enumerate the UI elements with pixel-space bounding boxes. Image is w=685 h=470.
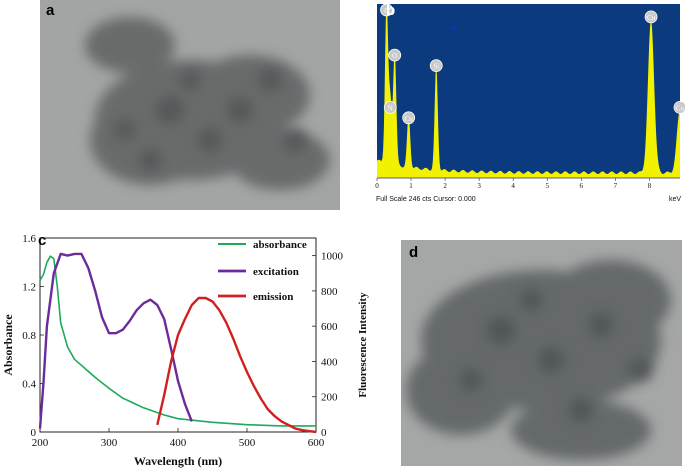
- eds-x-tick-label: 1: [409, 182, 413, 190]
- eds-peak-marker: [388, 48, 402, 62]
- x-axis-label: Wavelength (nm): [134, 454, 222, 468]
- tem-image-a: a: [40, 0, 340, 210]
- eds-peak-marker: [644, 10, 658, 24]
- series-line-emission: [156, 296, 317, 434]
- legend-label-absorbance: absorbance: [253, 239, 307, 251]
- panel-label-c: c: [38, 232, 47, 249]
- legend-label-emission: emission: [253, 291, 293, 303]
- legend-label-excitation: excitation: [253, 266, 299, 278]
- eds-peak-marker: [402, 111, 416, 125]
- cursor-icon: [451, 23, 459, 30]
- y2-axis-label: Fluorescence Intensity: [357, 292, 369, 398]
- y-tick-label: 0.8: [22, 330, 36, 342]
- eds-spectrum-chart: C N O Cu Si Cu Cu 0 1 2 3 4 5 6 7 8: [375, 3, 685, 190]
- panel-label-d: d: [409, 244, 419, 261]
- tem-image-d: d: [401, 240, 682, 466]
- eds-x-tick-label: 5: [545, 182, 549, 190]
- eds-peak-label: C: [384, 7, 389, 15]
- eds-peak-marker: [673, 100, 685, 114]
- eds-x-tick-label: 8: [648, 182, 652, 190]
- eds-footer: Full Scale 246 cts Cursor: 0.000: [376, 196, 476, 203]
- eds-x-unit: keV: [668, 196, 681, 203]
- y-tick-label: 0: [31, 427, 37, 439]
- series-line-absorbance: [39, 255, 316, 427]
- eds-peak-marker: [429, 59, 443, 72]
- panel-label-b: b: [386, 2, 396, 19]
- x-tick-label: 600: [308, 437, 325, 449]
- eds-x-tick-label: 7: [614, 182, 618, 190]
- eds-x-tick-label: 6: [580, 182, 584, 190]
- x-tick-label: 200: [32, 437, 49, 449]
- eds-peak-marker: [380, 3, 393, 17]
- x-tick-label: 500: [239, 437, 256, 449]
- y-tick-label: 1.6: [22, 233, 36, 245]
- y-tick-label: 0.4: [22, 379, 36, 391]
- eds-x-tick-label: 3: [477, 182, 481, 190]
- y-axis-label: Absorbance: [1, 314, 15, 376]
- spectra-panel-c: 0 0.4 0.8 1.2 1.6 0 200 400 600 800 1000 200 300 400 5…: [0, 230, 372, 470]
- eds-peak-marker: [383, 100, 397, 114]
- eds-peak-label: Si: [433, 63, 439, 71]
- tem-texture-d: [401, 240, 682, 466]
- tem-texture-a: [40, 0, 340, 210]
- eds-peak-label: O: [392, 52, 397, 60]
- eds-spectrum-fill: [377, 7, 680, 179]
- eds-panel-b: C N O Cu Si Cu Cu 0 1 2 3 4 5 6 7 8 b Full Scale 246 ct…: [372, 0, 685, 212]
- panel-label-a: a: [46, 2, 55, 19]
- y2-tick-label: 600: [321, 321, 338, 333]
- y2-tick-label: 0: [321, 427, 327, 439]
- x-tick-label: 400: [170, 437, 187, 449]
- y2-tick-label: 400: [321, 356, 338, 368]
- x-tick-label: 300: [101, 437, 118, 449]
- series-line-excitation: [38, 252, 193, 429]
- eds-plot-area: [377, 4, 680, 178]
- y2-tick-label: 1000: [321, 251, 344, 263]
- eds-x-tick-label: 0: [375, 182, 379, 190]
- eds-peak-label: Cu: [647, 14, 656, 22]
- eds-peak-label: N: [388, 104, 393, 112]
- y2-tick-label: 200: [321, 392, 338, 404]
- y-tick-label: 1.2: [22, 282, 36, 294]
- eds-peak-label: Cu: [405, 115, 414, 123]
- eds-peak-label: Cu: [676, 104, 685, 112]
- eds-x-tick-label: 2: [443, 182, 447, 190]
- y2-tick-label: 800: [321, 286, 338, 298]
- eds-x-tick-label: 4: [511, 182, 515, 190]
